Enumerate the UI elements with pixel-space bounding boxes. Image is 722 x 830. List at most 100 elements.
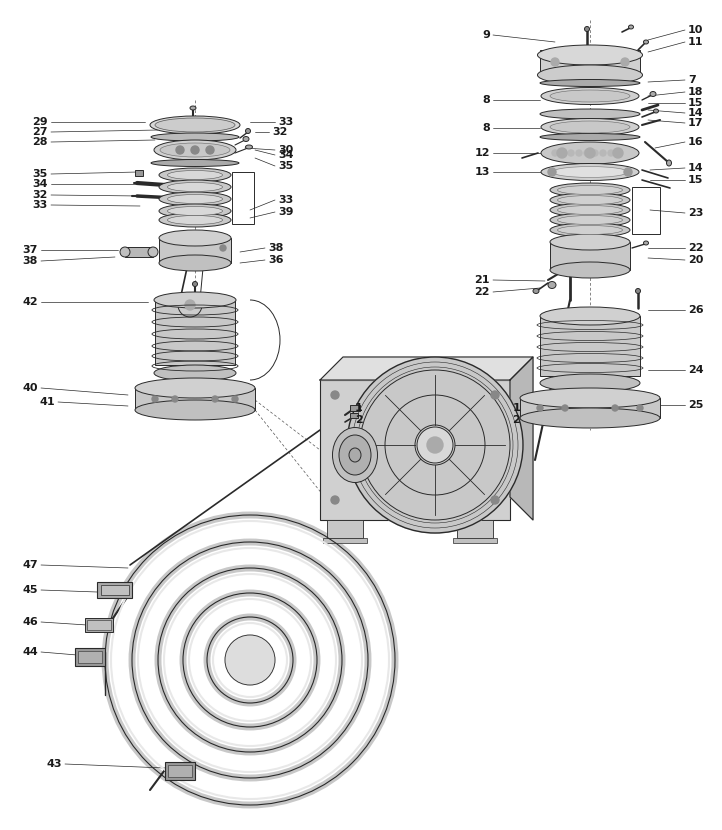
Text: 34: 34 xyxy=(278,150,294,160)
Circle shape xyxy=(172,396,178,402)
Text: 34: 34 xyxy=(32,179,48,189)
Circle shape xyxy=(185,300,195,310)
Text: 22: 22 xyxy=(474,287,490,297)
Ellipse shape xyxy=(120,247,130,257)
Ellipse shape xyxy=(540,109,640,119)
Polygon shape xyxy=(320,357,533,380)
Text: 15: 15 xyxy=(688,98,703,108)
Ellipse shape xyxy=(135,378,255,398)
Ellipse shape xyxy=(168,216,222,224)
Text: 7: 7 xyxy=(688,75,696,85)
Circle shape xyxy=(557,148,567,158)
Bar xyxy=(168,765,192,777)
Ellipse shape xyxy=(159,204,231,218)
Ellipse shape xyxy=(628,25,633,29)
Circle shape xyxy=(225,635,275,685)
Text: 20: 20 xyxy=(688,255,703,265)
Text: 33: 33 xyxy=(278,117,293,127)
Ellipse shape xyxy=(159,213,231,227)
Text: 39: 39 xyxy=(278,207,294,217)
Circle shape xyxy=(417,427,453,463)
Bar xyxy=(350,413,358,418)
Text: 1: 1 xyxy=(512,403,520,413)
Ellipse shape xyxy=(557,226,622,235)
Text: 14: 14 xyxy=(688,108,704,118)
Text: 2: 2 xyxy=(512,415,520,425)
Circle shape xyxy=(212,396,218,402)
Text: 16: 16 xyxy=(688,137,704,147)
Ellipse shape xyxy=(245,129,251,134)
Text: 32: 32 xyxy=(272,127,287,137)
Text: 45: 45 xyxy=(22,585,38,595)
Text: 35: 35 xyxy=(32,169,48,179)
Circle shape xyxy=(331,496,339,504)
Text: 27: 27 xyxy=(32,127,48,137)
Ellipse shape xyxy=(245,145,253,149)
Ellipse shape xyxy=(550,223,630,237)
Ellipse shape xyxy=(339,435,371,475)
Text: 35: 35 xyxy=(278,161,293,171)
Circle shape xyxy=(592,150,598,156)
Bar xyxy=(457,520,493,538)
Ellipse shape xyxy=(243,136,249,141)
Bar xyxy=(453,538,497,543)
Ellipse shape xyxy=(666,160,671,166)
Ellipse shape xyxy=(550,90,630,102)
Ellipse shape xyxy=(160,143,230,157)
Ellipse shape xyxy=(537,65,643,85)
Text: 43: 43 xyxy=(46,759,62,769)
Circle shape xyxy=(491,496,499,504)
Ellipse shape xyxy=(550,234,630,250)
Text: 14: 14 xyxy=(688,163,704,173)
Ellipse shape xyxy=(540,374,640,392)
Circle shape xyxy=(584,150,590,156)
Text: 21: 21 xyxy=(474,275,490,285)
Bar xyxy=(159,238,231,263)
Ellipse shape xyxy=(557,185,622,194)
Ellipse shape xyxy=(190,106,196,110)
Bar xyxy=(97,582,132,598)
Circle shape xyxy=(178,293,202,317)
Bar xyxy=(101,585,129,595)
Ellipse shape xyxy=(643,241,648,245)
Circle shape xyxy=(585,148,595,158)
Text: 32: 32 xyxy=(32,190,48,200)
Text: 24: 24 xyxy=(688,365,704,375)
Text: 38: 38 xyxy=(22,256,38,266)
Ellipse shape xyxy=(159,192,231,206)
Text: 46: 46 xyxy=(22,617,38,627)
Bar xyxy=(125,247,153,257)
Ellipse shape xyxy=(541,119,639,135)
Circle shape xyxy=(347,357,523,533)
Ellipse shape xyxy=(333,427,378,482)
Bar xyxy=(540,316,640,376)
Circle shape xyxy=(608,150,614,156)
Text: 2: 2 xyxy=(355,415,362,425)
Text: 30: 30 xyxy=(278,145,293,155)
Ellipse shape xyxy=(159,180,231,194)
Bar xyxy=(520,398,660,418)
Text: 40: 40 xyxy=(22,383,38,393)
Ellipse shape xyxy=(135,400,255,420)
Ellipse shape xyxy=(154,140,236,160)
Text: 22: 22 xyxy=(688,243,703,253)
Ellipse shape xyxy=(520,388,660,408)
Bar xyxy=(155,300,235,365)
Bar xyxy=(232,172,254,224)
Circle shape xyxy=(206,146,214,154)
Bar xyxy=(540,50,640,75)
Ellipse shape xyxy=(151,133,239,141)
Ellipse shape xyxy=(635,289,640,294)
Ellipse shape xyxy=(557,196,622,204)
Ellipse shape xyxy=(168,207,222,216)
Bar xyxy=(135,388,255,410)
Text: 8: 8 xyxy=(482,123,490,133)
Text: 36: 36 xyxy=(268,255,284,265)
Bar xyxy=(75,648,105,666)
Text: 17: 17 xyxy=(688,118,703,128)
Circle shape xyxy=(537,405,543,411)
Ellipse shape xyxy=(168,194,222,203)
Ellipse shape xyxy=(550,213,630,227)
Ellipse shape xyxy=(548,281,556,289)
Text: 1: 1 xyxy=(355,403,362,413)
